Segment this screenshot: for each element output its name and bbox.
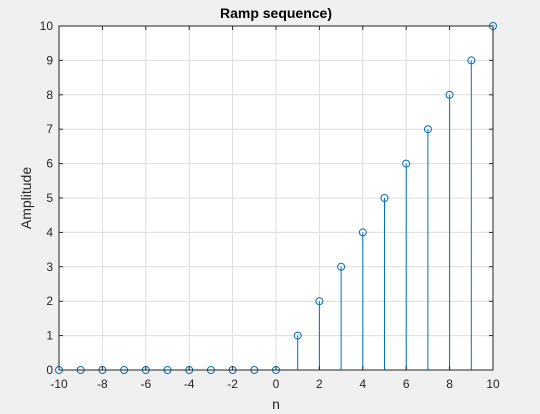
x-axis-label: n — [272, 396, 280, 412]
x-tick-label: 8 — [446, 377, 453, 391]
y-tick-label: 10 — [40, 19, 54, 33]
x-tick-label: -8 — [97, 377, 108, 391]
x-tick-label: 2 — [316, 377, 323, 391]
y-tick-label: 2 — [46, 294, 53, 308]
x-tick-label: 6 — [403, 377, 410, 391]
x-tick-label: 10 — [486, 377, 500, 391]
y-tick-label: 6 — [46, 157, 53, 171]
x-tick-label: -10 — [50, 377, 68, 391]
x-tick-labels: -10 -8 -6 -4 -2 0 2 4 6 8 10 — [50, 377, 500, 391]
y-tick-labels: 0 1 2 3 4 5 6 7 8 9 10 — [40, 19, 54, 377]
y-axis-label: Amplitude — [18, 167, 34, 229]
y-tick-label: 8 — [46, 88, 53, 102]
chart-title: Ramp sequence) — [220, 5, 332, 21]
x-tick-label: -4 — [184, 377, 195, 391]
y-tick-label: 3 — [46, 260, 53, 274]
y-tick-label: 0 — [46, 363, 53, 377]
x-tick-label: 4 — [359, 377, 366, 391]
y-tick-label: 7 — [46, 122, 53, 136]
y-tick-label: 1 — [46, 329, 53, 343]
x-tick-label: -2 — [227, 377, 238, 391]
x-tick-label: 0 — [273, 377, 280, 391]
x-tick-label: -6 — [140, 377, 151, 391]
y-tick-label: 9 — [46, 53, 53, 67]
y-tick-label: 4 — [46, 225, 53, 239]
y-tick-label: 5 — [46, 191, 53, 205]
